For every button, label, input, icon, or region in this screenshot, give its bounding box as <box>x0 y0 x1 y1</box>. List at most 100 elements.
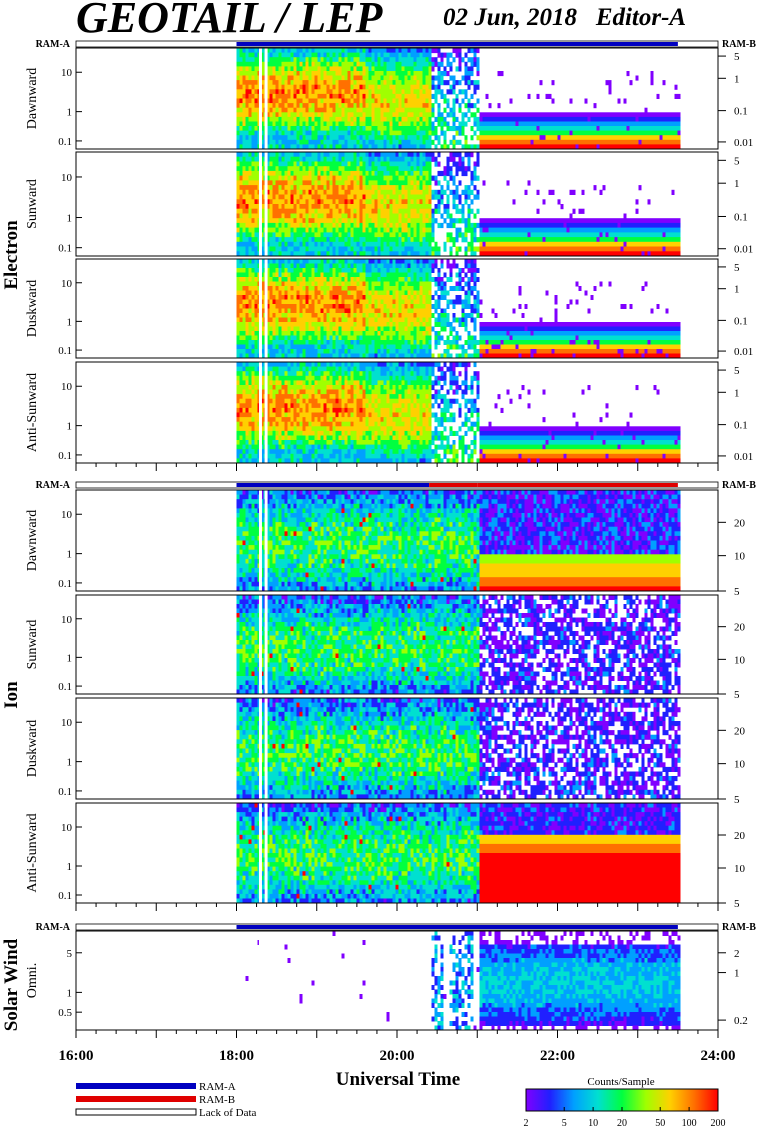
heatmap-cell <box>371 156 375 162</box>
heatmap-cell <box>311 116 315 122</box>
heatmap-cell <box>338 80 342 86</box>
heatmap-cell <box>293 121 297 127</box>
heatmap-cell <box>596 237 600 243</box>
heatmap-cell <box>398 80 402 86</box>
heatmap-cell <box>509 218 513 224</box>
heatmap-cell <box>557 218 561 224</box>
heatmap-cell <box>374 156 378 162</box>
heatmap-cell <box>575 144 579 150</box>
heatmap-cell <box>542 218 546 224</box>
heatmap-cell <box>254 170 258 177</box>
heatmap-cell <box>515 241 519 247</box>
heatmap-cell <box>284 340 288 345</box>
heatmap-cell <box>503 144 507 150</box>
heatmap-cell <box>326 93 330 99</box>
heatmap-cell <box>392 98 396 104</box>
heatmap-cell <box>293 232 297 238</box>
heatmap-cell <box>251 71 255 77</box>
heatmap-cell <box>401 71 405 77</box>
heatmap-cell <box>326 130 330 136</box>
heatmap-cell <box>551 98 555 104</box>
heatmap-cell <box>524 139 528 145</box>
heatmap-cell <box>452 57 456 63</box>
heatmap-cell <box>560 135 564 141</box>
heatmap-cell <box>293 93 297 99</box>
heatmap-cell <box>251 144 255 150</box>
heatmap-cell <box>371 135 375 141</box>
heatmap-cell <box>647 130 651 136</box>
heatmap-cell <box>269 295 273 300</box>
heatmap-cell <box>353 112 357 118</box>
heatmap-cell <box>341 144 345 150</box>
heatmap-cell <box>320 112 324 118</box>
heatmap-cell <box>245 166 249 172</box>
heatmap-cell <box>281 175 285 181</box>
heatmap-cell <box>398 180 402 186</box>
heatmap-cell <box>323 189 327 195</box>
heatmap-cell <box>377 93 381 99</box>
heatmap-cell <box>281 263 285 269</box>
heatmap-cell <box>284 52 288 58</box>
heatmap-cell <box>383 156 387 162</box>
heatmap-cell <box>326 84 330 90</box>
heatmap-cell <box>488 241 492 247</box>
heatmap-cell <box>299 116 303 122</box>
heatmap-cell <box>242 144 246 150</box>
heatmap-cell <box>437 251 441 257</box>
heatmap-cell <box>281 71 285 77</box>
heatmap-cell <box>266 61 270 67</box>
heatmap-cell <box>557 116 561 122</box>
heatmap-cell <box>284 75 288 81</box>
heatmap-cell <box>509 130 513 136</box>
heatmap-cell <box>386 80 390 86</box>
heatmap-cell <box>275 116 279 122</box>
heatmap-cell <box>392 139 396 145</box>
heatmap-cell <box>347 66 351 72</box>
heatmap-cell <box>413 251 417 257</box>
heatmap-cell <box>443 246 447 252</box>
heatmap-cell <box>605 227 609 233</box>
heatmap-cell <box>428 161 432 167</box>
heatmap-cell <box>356 166 360 172</box>
heatmap-cell <box>251 112 255 118</box>
heatmap-cell <box>542 222 546 229</box>
heatmap-cell <box>278 189 282 195</box>
heatmap-cell <box>272 344 276 350</box>
heatmap-cell <box>332 246 336 252</box>
heatmap-cell <box>425 227 429 233</box>
heatmap-cell <box>362 166 366 172</box>
heatmap-cell <box>248 251 252 257</box>
heatmap-cell <box>539 251 543 257</box>
heatmap-cell <box>392 93 396 99</box>
heatmap-cell <box>269 48 273 54</box>
heatmap-cell <box>356 218 360 224</box>
heatmap-cell <box>248 103 252 109</box>
heatmap-cell <box>458 246 462 252</box>
heatmap-cell <box>326 135 330 141</box>
heatmap-cell <box>560 130 564 136</box>
heatmap-cell <box>287 75 291 81</box>
heatmap-cell <box>380 71 384 77</box>
heatmap-cell <box>671 251 675 257</box>
heatmap-cell <box>305 161 309 167</box>
heatmap-cell <box>287 139 291 145</box>
heatmap-cell <box>239 185 243 191</box>
heatmap-cell <box>242 304 246 309</box>
heatmap-cell <box>464 66 468 72</box>
heatmap-cell <box>386 175 390 181</box>
heatmap-cell <box>515 246 519 252</box>
heatmap-cell <box>407 89 411 95</box>
heatmap-cell <box>551 189 555 195</box>
heatmap-cell <box>542 246 546 252</box>
heatmap-cell <box>596 144 600 150</box>
heatmap-cell <box>251 89 255 95</box>
heatmap-cell <box>569 116 573 122</box>
heatmap-cell <box>422 232 426 238</box>
heatmap-cell <box>368 218 372 224</box>
heatmap-cell <box>296 126 300 132</box>
heatmap-cell <box>293 112 297 118</box>
heatmap-cell <box>404 116 408 122</box>
heatmap-cell <box>425 135 429 141</box>
heatmap-cell <box>638 116 642 122</box>
heatmap-cell <box>404 237 408 243</box>
